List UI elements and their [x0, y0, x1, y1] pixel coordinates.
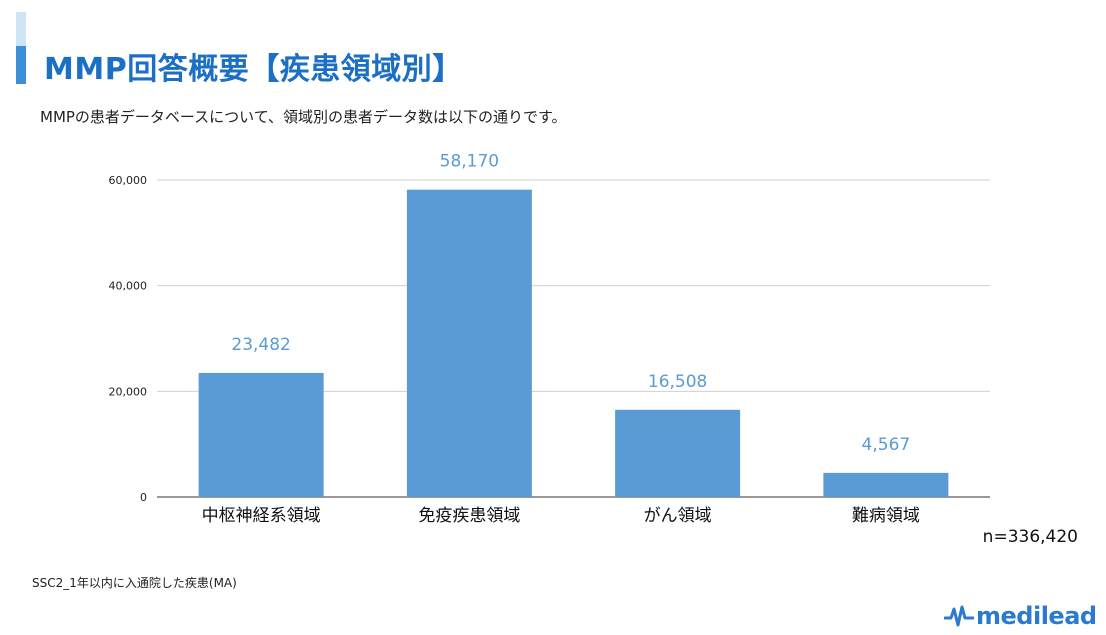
- x-tick-label: 中枢神経系領域: [202, 506, 321, 526]
- y-tick-label: 40,000: [109, 280, 148, 293]
- bar: [615, 409, 741, 497]
- bar: [198, 372, 324, 497]
- logo-text: medilead: [976, 602, 1097, 630]
- footnote: SSC2_1年以内に入通院した疾患(MA): [32, 576, 237, 590]
- data-label: 23,482: [231, 335, 290, 355]
- bar: [823, 472, 949, 497]
- data-label: 4,567: [862, 435, 911, 455]
- bar-chart: 0 20,000 40,000 60,000 23,482 中枢神経系領域 58,170 免疫…: [109, 152, 990, 526]
- title-accent-bar: [16, 12, 26, 84]
- pulse-icon: [944, 605, 974, 627]
- y-tick-label: 0: [140, 491, 147, 504]
- sample-size-label: n=336,420: [982, 527, 1078, 547]
- page-subtitle: MMPの患者データベースについて、領域別の患者データ数は以下の通りです。: [40, 108, 567, 126]
- page-title: MMP回答概要【疾患領域別】: [44, 52, 463, 87]
- data-label: 16,508: [648, 372, 707, 392]
- x-tick-label: 難病領域: [852, 506, 920, 526]
- bar: [406, 189, 532, 497]
- title-accent-bar-highlight: [16, 46, 26, 84]
- y-tick-label: 20,000: [109, 385, 148, 398]
- y-tick-label: 60,000: [109, 174, 148, 187]
- x-tick-label: 免疫疾患領域: [418, 506, 520, 526]
- data-label: 58,170: [440, 152, 499, 172]
- medilead-logo: medilead: [944, 601, 1097, 631]
- x-tick-label: がん領域: [644, 506, 712, 526]
